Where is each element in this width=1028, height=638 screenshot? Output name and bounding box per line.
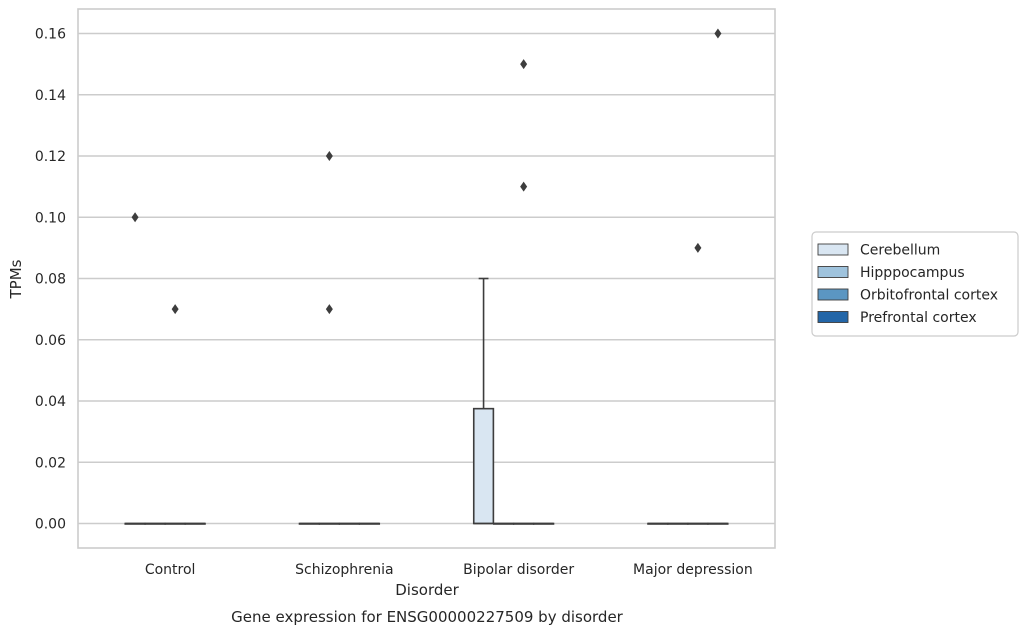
y-tick-labels: 0.00 0.02 0.04 0.06 0.08 0.10 0.12 0.14 0.16 bbox=[35, 27, 66, 533]
box bbox=[472, 407, 495, 525]
y-tick-label: 0.14 bbox=[35, 88, 66, 104]
data-layer bbox=[124, 28, 729, 525]
outlier-point bbox=[520, 59, 528, 70]
y-tick-label: 0.08 bbox=[35, 272, 66, 288]
y-tick-label: 0.00 bbox=[35, 517, 66, 533]
x-tick-label: Major depression bbox=[633, 562, 753, 578]
y-tick-label: 0.16 bbox=[35, 27, 66, 43]
legend-label: Cerebellum bbox=[860, 243, 940, 259]
legend-frame bbox=[811, 231, 1019, 337]
plot-frame bbox=[77, 8, 776, 549]
series-group bbox=[184, 28, 729, 525]
outlier-point bbox=[131, 212, 139, 223]
x-tick-label: Control bbox=[145, 562, 196, 578]
outlier-point bbox=[325, 151, 333, 161]
y-tick-label: 0.02 bbox=[35, 455, 66, 471]
legend: Cerebellum Hipppocampus Orbitofrontal cort… bbox=[811, 231, 1019, 337]
outlier-point bbox=[714, 28, 722, 39]
chart-title: Gene expression for ENSG00000227509 by d… bbox=[231, 608, 624, 626]
x-axis-label: Disorder bbox=[395, 581, 459, 599]
legend-label: Hipppocampus bbox=[860, 265, 965, 281]
legend-swatch bbox=[817, 288, 849, 301]
legend-swatch bbox=[817, 266, 849, 278]
y-tick-label: 0.04 bbox=[35, 394, 66, 410]
legend-label: Prefrontal cortex bbox=[860, 310, 977, 326]
y-axis-label: TPMs bbox=[7, 259, 25, 299]
y-tick-label: 0.10 bbox=[35, 210, 66, 226]
outlier-point bbox=[171, 304, 179, 315]
legend-swatch bbox=[817, 311, 849, 323]
outlier-point bbox=[325, 304, 333, 315]
legend-label: Orbitofrontal cortex bbox=[860, 288, 998, 304]
x-tick-labels: Control Schizophrenia Bipolar disorder Majo… bbox=[145, 562, 753, 578]
y-tick-label: 0.12 bbox=[35, 149, 66, 165]
outlier-point bbox=[520, 181, 528, 192]
series-group bbox=[124, 212, 669, 525]
outlier-point bbox=[694, 242, 702, 253]
x-tick-label: Bipolar disorder bbox=[463, 562, 574, 578]
x-tick-label: Schizophrenia bbox=[295, 562, 393, 578]
series-group bbox=[144, 151, 689, 525]
legend-swatch bbox=[817, 243, 849, 256]
y-tick-label: 0.06 bbox=[35, 333, 66, 349]
